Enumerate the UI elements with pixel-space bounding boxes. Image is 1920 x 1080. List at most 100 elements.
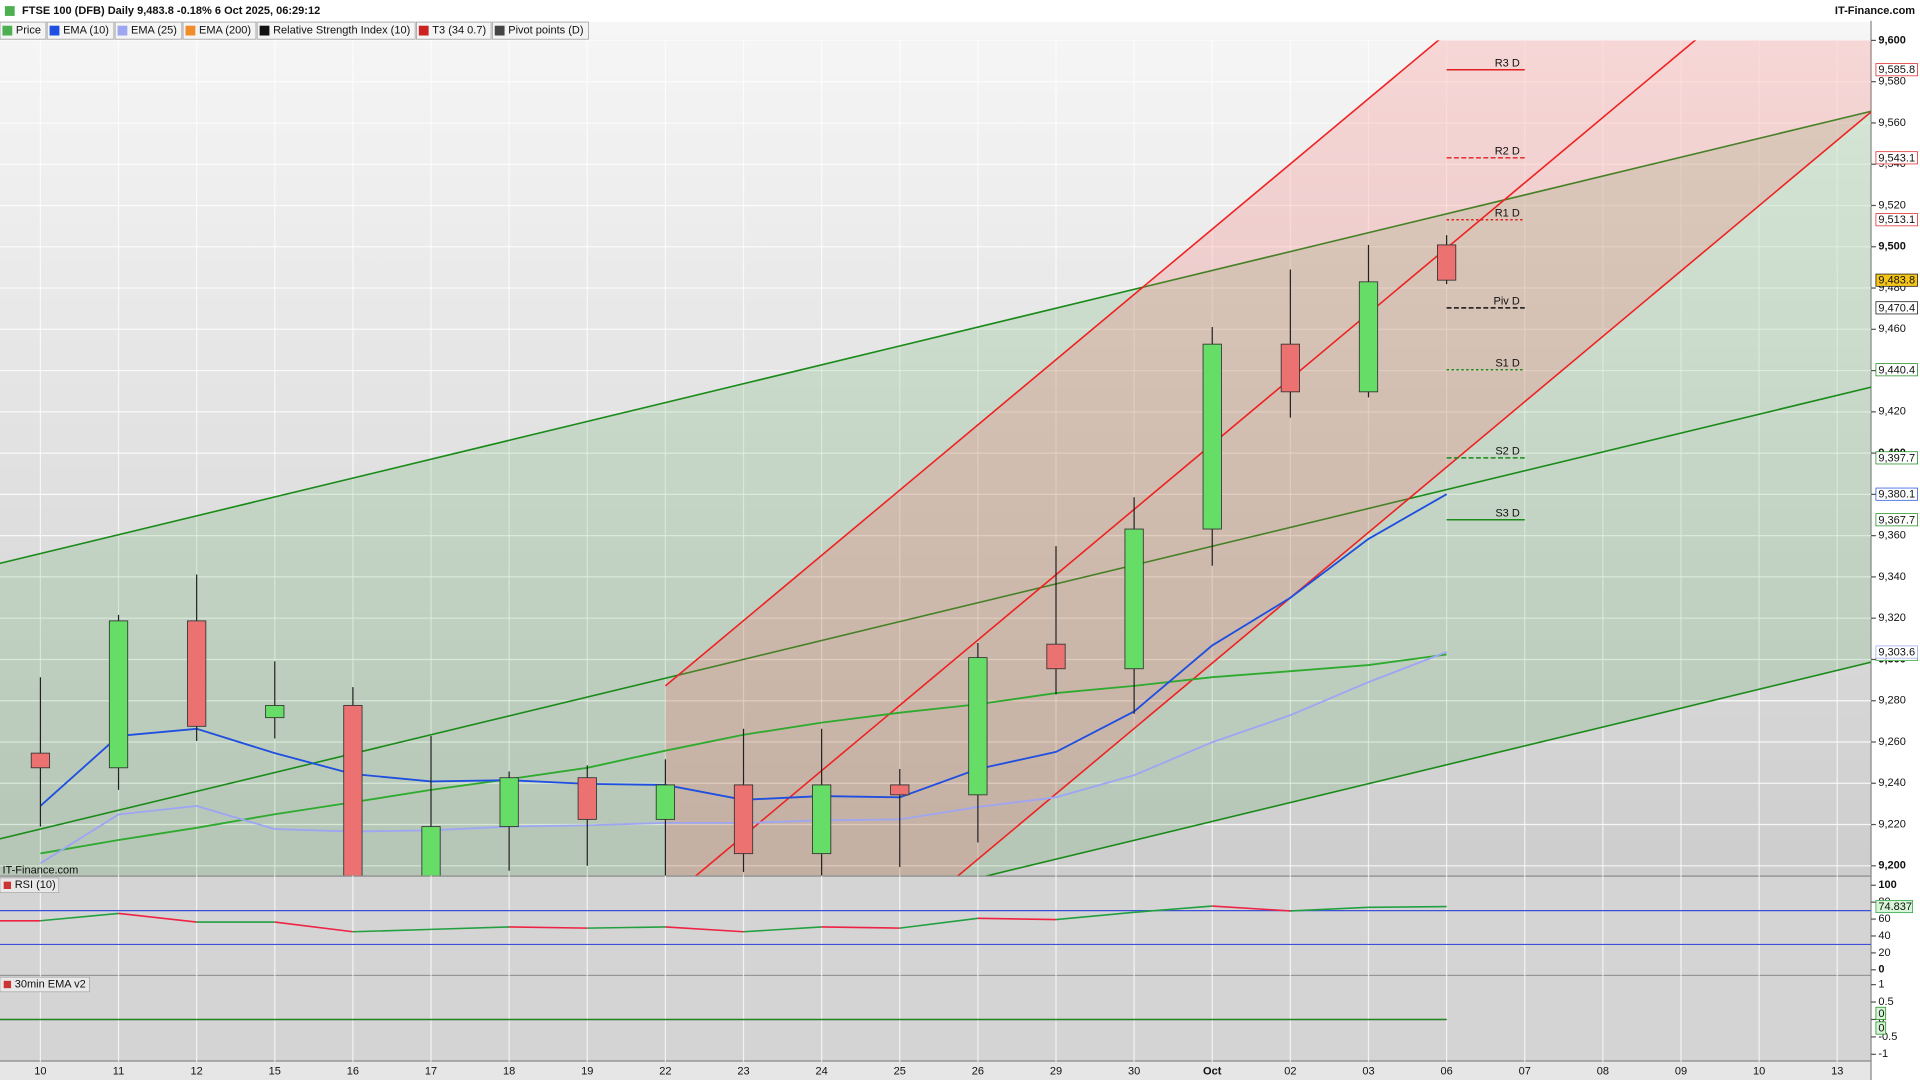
price-label: 9,380.1 <box>1878 489 1915 501</box>
icon <box>3 980 12 989</box>
channel-line <box>0 110 1872 565</box>
legend-swatch <box>2 25 13 36</box>
channel-line <box>957 110 1872 876</box>
x-tick-label: 17 <box>425 1065 437 1077</box>
price-label-box <box>1875 513 1918 527</box>
y-tick-label: 9,280 <box>1878 695 1906 707</box>
ema-v2-value-label: 0 <box>1878 1023 1884 1035</box>
legend-swatch <box>185 25 196 36</box>
price-label: 9,303.6 <box>1878 647 1915 659</box>
price-label-box <box>1875 63 1918 77</box>
rsi-tick-label: 40 <box>1878 930 1890 942</box>
pivot-label: S1 D <box>1495 358 1520 370</box>
rsi-segment <box>1212 905 1291 912</box>
legend-swatch <box>494 25 505 36</box>
x-tick-label: 07 <box>1519 1065 1531 1077</box>
legend-label: EMA (25) <box>131 25 177 37</box>
panel-label-box <box>0 976 90 993</box>
rsi-segment <box>118 912 197 923</box>
legend-swatch <box>418 25 429 36</box>
rsi-tick-label: 100 <box>1878 879 1896 891</box>
ema-v2-tick-label: 1 <box>1878 979 1884 991</box>
x-tick-label: 10 <box>1753 1065 1765 1077</box>
candle-body <box>499 777 519 828</box>
rsi-segment <box>665 926 744 933</box>
legend-label: EMA (10) <box>63 25 109 37</box>
channel-line <box>984 661 1872 876</box>
rsi-panel <box>0 876 1872 975</box>
legend-swatch <box>117 25 128 36</box>
candle-body <box>890 784 910 796</box>
candle-body <box>655 784 676 820</box>
y-tick-label: 9,240 <box>1878 777 1906 789</box>
x-tick-label: 25 <box>894 1065 906 1077</box>
x-tick-label: 09 <box>1675 1065 1687 1077</box>
price-label-box <box>1875 487 1918 501</box>
rsi-value-label: 74.837 <box>1878 901 1912 913</box>
y-tick-label: 9,220 <box>1878 818 1906 830</box>
legend-item <box>46 21 115 40</box>
price-label-box <box>1875 213 1918 227</box>
legend-label: Relative Strength Index (10) <box>273 25 410 37</box>
y-tick-label: 9,500 <box>1878 241 1906 253</box>
pivot-label: R3 D <box>1495 57 1520 69</box>
rsi-segment <box>977 917 1057 921</box>
x-tick-label: 13 <box>1831 1065 1843 1077</box>
y-tick-label: 9,460 <box>1878 323 1906 335</box>
rsi-segment <box>899 917 978 929</box>
price-label-box <box>1875 151 1918 165</box>
rsi-segment <box>509 926 588 929</box>
y-tick-label: 9,200 <box>1878 860 1906 872</box>
y-tick-label: 9,360 <box>1878 530 1906 542</box>
rsi-segment <box>1055 911 1135 921</box>
candle-body <box>1046 643 1066 670</box>
y-tick-label: 9,340 <box>1878 571 1906 583</box>
legend-label: Pivot points (D) <box>508 25 583 37</box>
price-label-box <box>1875 451 1918 465</box>
price-label-box <box>1875 363 1918 377</box>
x-tick-label: 16 <box>347 1065 359 1077</box>
x-tick-label: 08 <box>1597 1065 1609 1077</box>
candle-body <box>733 784 754 855</box>
y-tick-label: 9,560 <box>1878 117 1906 129</box>
x-tick-label: 26 <box>972 1065 984 1077</box>
rsi-segment <box>352 928 432 933</box>
price-label: 9,543.1 <box>1878 152 1915 164</box>
rsi-tick-label: 60 <box>1878 913 1890 925</box>
ema-v2-tick-label: -1 <box>1878 1048 1888 1060</box>
rsi-title: RSI (10) <box>15 879 56 891</box>
legend-swatch <box>259 25 270 36</box>
price-label-box <box>1875 645 1918 659</box>
pivot-label: Piv D <box>1494 296 1520 308</box>
x-tick-label: 24 <box>815 1065 827 1077</box>
price-label-box <box>1875 1021 1887 1035</box>
pivot-label: S3 D <box>1495 508 1520 520</box>
panel-label-box <box>0 877 60 893</box>
x-tick-label: 22 <box>659 1065 671 1077</box>
title-icon <box>4 6 15 16</box>
legend-swatch <box>49 25 60 36</box>
candle-body <box>187 620 207 727</box>
candle-body <box>1202 343 1222 530</box>
x-tick-label: 19 <box>581 1065 593 1077</box>
price-label-box <box>1875 1006 1887 1020</box>
legend-item <box>491 21 589 40</box>
candle-body <box>30 752 51 769</box>
rsi-segment <box>430 926 510 931</box>
x-tick-label: 06 <box>1440 1065 1452 1077</box>
candle-body <box>343 705 363 876</box>
channel-line <box>694 40 1697 876</box>
candle-body <box>1437 244 1457 281</box>
rsi-tick-label: 20 <box>1878 947 1890 959</box>
rsi-segment <box>40 912 119 922</box>
price-label: 9,483.8 <box>1878 275 1915 287</box>
candle-body <box>1124 528 1144 670</box>
rsi-segment <box>274 921 353 933</box>
price-label: 9,440.4 <box>1878 364 1915 376</box>
candle-body <box>812 784 832 855</box>
ema-v2-panel <box>0 975 1872 1062</box>
y-tick-label: 9,320 <box>1878 612 1906 624</box>
x-tick-label: 23 <box>737 1065 749 1077</box>
rsi-segment <box>743 926 822 933</box>
y-tick-label: 9,420 <box>1878 406 1906 418</box>
